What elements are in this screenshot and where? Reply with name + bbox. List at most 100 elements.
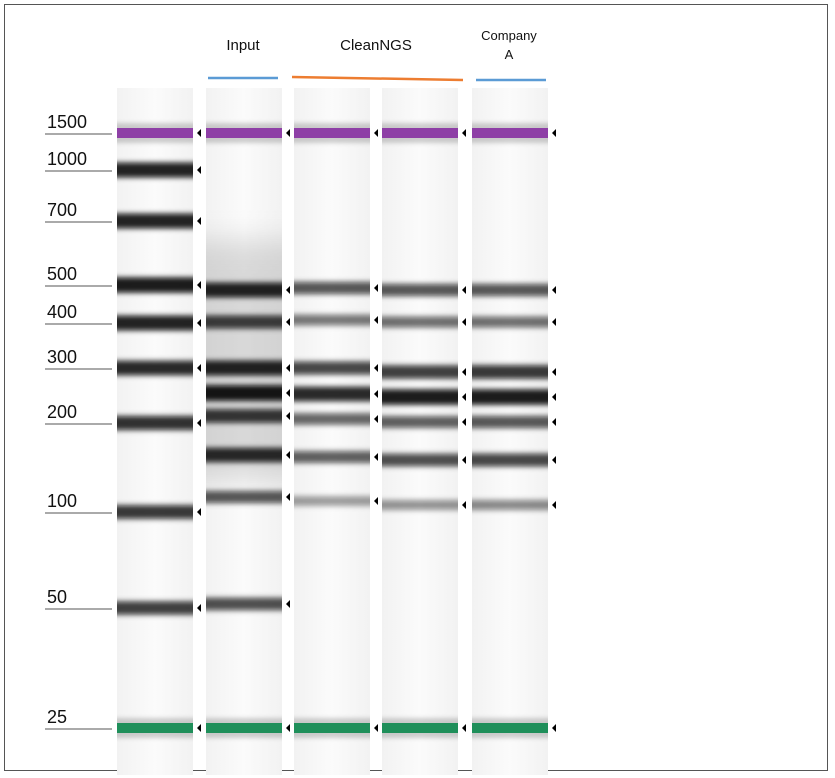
band-arrow-icon: [286, 451, 290, 459]
size-label-25: 25: [47, 707, 67, 727]
dna-band: [294, 497, 370, 505]
dna-band: [117, 361, 193, 375]
dna-band: [206, 410, 282, 422]
band-arrow-icon: [462, 368, 466, 376]
band-arrow-icon: [286, 724, 290, 732]
size-label-1500: 1500: [47, 112, 87, 132]
marker-band-upper: [294, 128, 370, 138]
band-arrow-icon: [552, 318, 556, 326]
marker-band-upper: [206, 128, 282, 138]
dna-band: [294, 452, 370, 462]
marker-band-lower: [294, 723, 370, 733]
dna-band: [117, 214, 193, 228]
band-arrow-icon: [462, 393, 466, 401]
group-bar-cleanngs: [291, 75, 464, 82]
dna-band: [472, 390, 548, 404]
band-arrow-icon: [197, 419, 201, 427]
band-arrow-icon: [286, 493, 290, 501]
dna-band: [382, 366, 458, 378]
marker-band-upper: [382, 128, 458, 138]
band-arrow-icon: [197, 724, 201, 732]
band-arrow-icon: [552, 418, 556, 426]
band-arrow-icon: [286, 129, 290, 137]
dna-band: [382, 454, 458, 466]
dna-band: [206, 316, 282, 328]
dna-band: [117, 316, 193, 330]
dna-band: [472, 416, 548, 428]
dna-band: [117, 163, 193, 177]
lane-background: [382, 88, 458, 775]
band-arrow-icon: [462, 129, 466, 137]
lane-company-a: [472, 88, 556, 775]
size-scale: 1500 1000 700 500 400 300 200 100 50 25: [45, 112, 112, 730]
band-arrow-icon: [374, 724, 378, 732]
band-arrow-icon: [197, 604, 201, 612]
band-arrow-icon: [286, 412, 290, 420]
size-label-500: 500: [47, 264, 77, 284]
band-arrow-icon: [462, 501, 466, 509]
lane-cleanngs-2: [382, 88, 466, 775]
dna-band: [472, 284, 548, 296]
header-company-a-line2: A: [505, 47, 514, 62]
band-arrow-icon: [374, 390, 378, 398]
band-arrow-icon: [286, 286, 290, 294]
dna-band: [382, 317, 458, 327]
band-arrow-icon: [552, 129, 556, 137]
lane-cleanngs-1: [294, 88, 378, 775]
band-arrow-icon: [374, 284, 378, 292]
band-arrow-icon: [462, 286, 466, 294]
dna-band: [117, 602, 193, 614]
lanes: [117, 88, 556, 775]
dna-band: [294, 414, 370, 424]
dna-band: [382, 284, 458, 296]
band-arrow-icon: [374, 453, 378, 461]
band-arrow-icon: [552, 286, 556, 294]
band-arrow-icon: [286, 389, 290, 397]
dna-band: [472, 501, 548, 509]
band-arrow-icon: [286, 600, 290, 608]
dna-band: [294, 362, 370, 374]
dna-band: [472, 454, 548, 466]
marker-band-lower: [382, 723, 458, 733]
band-arrow-icon: [286, 318, 290, 326]
band-arrow-icon: [462, 724, 466, 732]
header-input: Input: [226, 37, 260, 54]
band-arrow-icon: [197, 364, 201, 372]
band-arrow-icon: [197, 217, 201, 225]
band-arrow-icon: [197, 166, 201, 174]
size-label-200: 200: [47, 402, 77, 422]
band-arrow-icon: [197, 319, 201, 327]
dna-band: [117, 416, 193, 430]
dna-band: [117, 278, 193, 292]
band-arrow-icon: [374, 364, 378, 372]
size-label-700: 700: [47, 200, 77, 220]
band-arrow-icon: [552, 456, 556, 464]
size-label-400: 400: [47, 302, 77, 322]
dna-band: [472, 366, 548, 378]
size-label-1000: 1000: [47, 149, 87, 169]
dna-band: [206, 361, 282, 375]
band-arrow-icon: [462, 318, 466, 326]
marker-band-upper: [117, 128, 193, 138]
dna-band: [382, 390, 458, 404]
dna-band: [206, 491, 282, 503]
band-arrow-icon: [552, 368, 556, 376]
size-label-300: 300: [47, 347, 77, 367]
dna-band: [117, 506, 193, 518]
lane-ladder: [117, 88, 201, 775]
dna-band: [382, 417, 458, 427]
band-arrow-icon: [197, 129, 201, 137]
lane-background: [294, 88, 370, 775]
band-arrow-icon: [552, 501, 556, 509]
band-arrow-icon: [197, 281, 201, 289]
dna-band: [382, 501, 458, 509]
marker-band-lower: [206, 723, 282, 733]
band-arrow-icon: [374, 497, 378, 505]
marker-band-lower: [472, 723, 548, 733]
band-arrow-icon: [374, 415, 378, 423]
marker-band-upper: [472, 128, 548, 138]
dna-band: [294, 387, 370, 401]
lane-input: [206, 88, 290, 775]
lane-background: [472, 88, 548, 775]
